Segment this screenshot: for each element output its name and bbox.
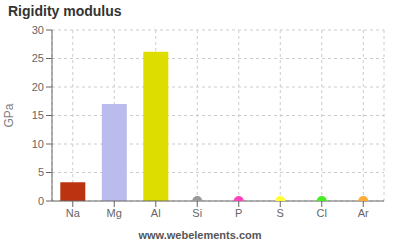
svg-text:P: P [235,207,242,219]
svg-text:Cl: Cl [317,207,327,219]
svg-text:20: 20 [32,81,44,93]
svg-text:Al: Al [151,207,161,219]
svg-text:Si: Si [192,207,202,219]
svg-text:0: 0 [38,195,44,207]
svg-text:30: 30 [32,24,44,36]
svg-text:25: 25 [32,52,44,64]
svg-text:Mg: Mg [107,207,122,219]
svg-text:Na: Na [66,207,81,219]
svg-text:GPa: GPa [8,103,16,127]
svg-text:10: 10 [32,138,44,150]
svg-text:S: S [277,207,284,219]
svg-text:5: 5 [38,166,44,178]
html-text:Rigidity modulus: Rigidity modulus [8,3,122,19]
html-text:www.webelements.com: www.webelements.com [138,229,262,241]
svg-text:15: 15 [32,109,44,121]
svg-text:Ar: Ar [358,207,369,219]
